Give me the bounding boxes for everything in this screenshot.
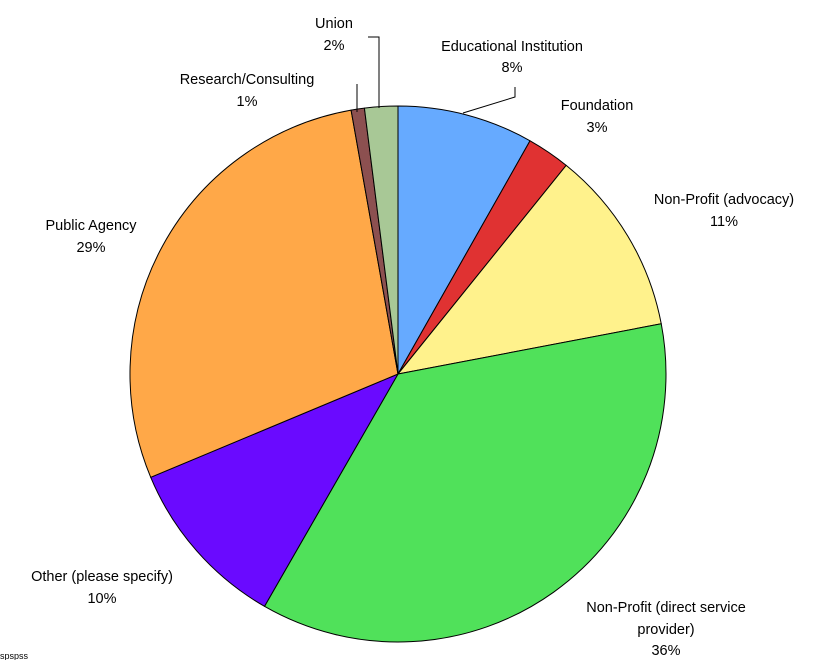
- percent-research-consulting: 1%: [237, 94, 258, 110]
- label-union: Union: [315, 16, 353, 32]
- label-public-agency: Public Agency: [45, 218, 137, 234]
- percent-non-profit-direct-service: 36%: [651, 643, 680, 659]
- percent-other: 10%: [87, 591, 116, 607]
- percent-foundation: 3%: [587, 120, 608, 136]
- leader-line-educational-institution: [462, 87, 516, 114]
- label-foundation: Foundation: [561, 98, 634, 114]
- percent-non-profit-advocacy: 11%: [710, 214, 738, 230]
- label-non-profit-advocacy: Non-Profit (advocacy): [654, 192, 794, 208]
- percent-educational-institution: 8%: [502, 60, 523, 76]
- label-non-profit-direct-service-line2: provider): [637, 622, 694, 638]
- leader-line-union: [368, 36, 380, 108]
- pie-slice-non-profit-advocacy: [397, 164, 662, 375]
- leader-lines: [356, 36, 516, 114]
- percent-union: 2%: [324, 38, 345, 54]
- percent-public-agency: 29%: [76, 240, 105, 256]
- pie-slice-educational-institution: [397, 105, 531, 375]
- pie-slice-public-agency: [129, 109, 399, 478]
- corner-text: spspss: [0, 652, 29, 660]
- slice-labels: Educational Institution 8% Foundation 3%…: [31, 16, 794, 659]
- pie-slice-union: [363, 105, 399, 375]
- pie-slice-other-please-specify: [150, 373, 399, 607]
- label-other: Other (please specify): [31, 569, 173, 585]
- label-research-consulting: Research/Consulting: [180, 72, 315, 88]
- label-non-profit-direct-service-line1: Non-Profit (direct service: [586, 600, 746, 616]
- label-educational-institution: Educational Institution: [441, 39, 583, 55]
- pie-slice-non-profit-direct-service-provider: [263, 323, 667, 643]
- pie-slices: [129, 105, 667, 643]
